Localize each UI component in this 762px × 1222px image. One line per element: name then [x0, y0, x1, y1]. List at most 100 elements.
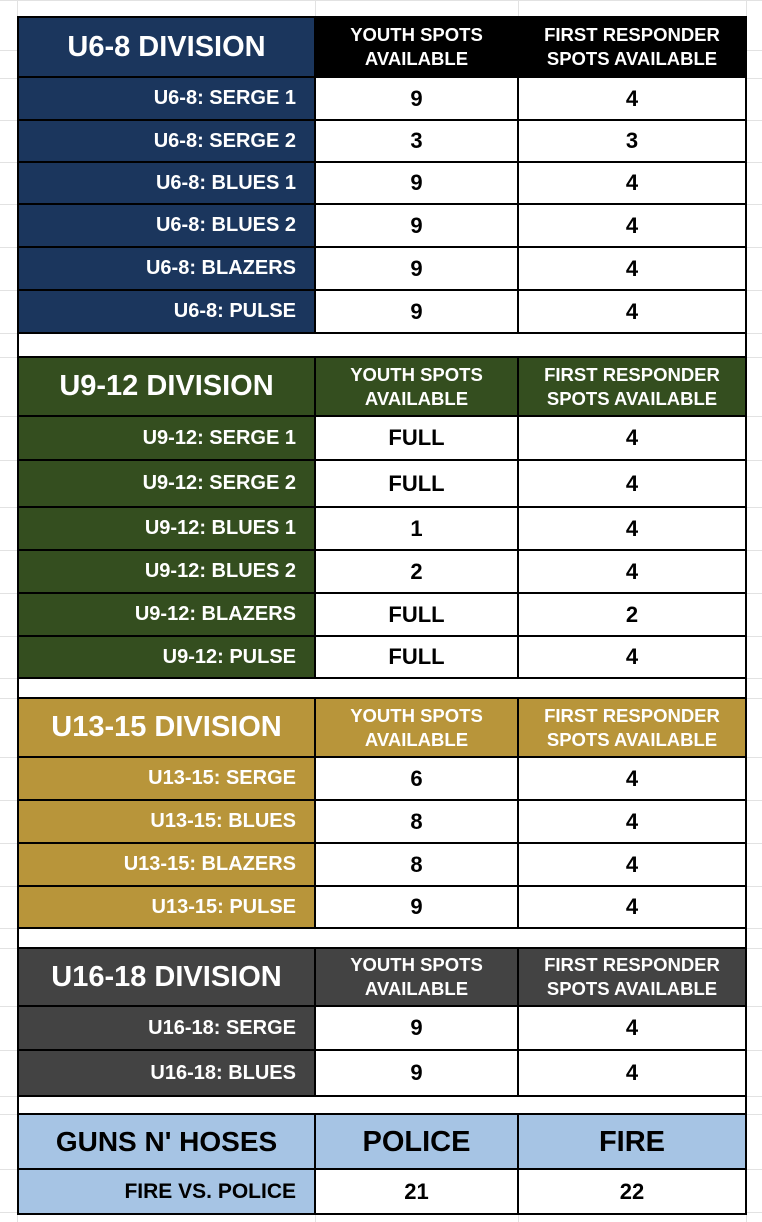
youth-spots-value: FULL: [316, 637, 519, 677]
first-responder-spots-header: FIRST RESPONDER SPOTS AVAILABLE: [519, 358, 745, 415]
police-header: POLICE: [316, 1115, 519, 1168]
team-name: U6-8: BLAZERS: [19, 248, 316, 289]
youth-spots-value: 2: [316, 551, 519, 592]
guns-n-hoses-title: GUNS N' HOSES: [19, 1115, 316, 1168]
table-row: U9-12: BLAZERS FULL 2: [19, 594, 745, 637]
youth-spots-value: 9: [316, 291, 519, 332]
section-spacer: [19, 1097, 745, 1115]
first-responder-spots-header: FIRST RESPONDER SPOTS AVAILABLE: [519, 699, 745, 756]
youth-spots-value: 9: [316, 78, 519, 119]
table-row: U6-8: PULSE 9 4: [19, 291, 745, 334]
team-name: U6-8: PULSE: [19, 291, 316, 332]
first-responder-spots-value: 4: [625, 515, 639, 541]
table-row: FIRE VS. POLICE 21 22: [19, 1170, 745, 1213]
first-responder-spots-value: 4: [625, 765, 639, 791]
first-responder-spots-value: 4: [625, 212, 639, 238]
first-responder-spots-value: 4: [625, 255, 639, 281]
division-header-u16-18-division: U16-18 DIVISION YOUTH SPOTS AVAILABLE FIRS…: [19, 949, 745, 1007]
table-row: U13-15: BLUES 8 4: [19, 801, 745, 844]
table-row: U9-12: SERGE 2 FULL 4: [19, 461, 745, 508]
division-title: U9-12 DIVISION: [19, 358, 316, 415]
team-name: U13-15: SERGE: [19, 758, 316, 799]
youth-spots-value: FULL: [316, 417, 519, 459]
section-spacer: [19, 679, 745, 699]
first-responder-spots-value: 4: [625, 558, 639, 584]
youth-spots-value: 8: [316, 844, 519, 885]
team-name: U16-18: BLUES: [19, 1051, 316, 1095]
police-value: 21: [316, 1170, 519, 1213]
table-row: U16-18: SERGE 9 4: [19, 1007, 745, 1051]
first-responder-spots-value: 4: [625, 85, 639, 111]
table-row: U9-12: PULSE FULL 4: [19, 637, 745, 679]
first-responder-spots-value: 4: [625, 894, 639, 919]
youth-spots-value: 1: [316, 508, 519, 549]
first-responder-spots-value: 4: [625, 425, 639, 450]
table-row: U16-18: BLUES 9 4: [19, 1051, 745, 1097]
team-name: U6-8: BLUES 1: [19, 163, 316, 203]
first-responder-spots-value: 4: [625, 1015, 639, 1040]
youth-spots-value: 3: [316, 121, 519, 161]
gridline: [0, 0, 762, 1]
division-title: U6-8 DIVISION: [19, 18, 316, 76]
section-spacer: [19, 334, 745, 358]
division-header-u6-8-division: U6-8 DIVISION YOUTH SPOTS AVAILABLE FIRST …: [19, 18, 745, 78]
table-row: U6-8: BLAZERS 9 4: [19, 248, 745, 291]
matchup-label: FIRE VS. POLICE: [19, 1170, 316, 1213]
youth-spots-header: YOUTH SPOTS AVAILABLE: [316, 949, 519, 1005]
youth-spots-value: 9: [316, 1051, 519, 1095]
table-row: U9-12: SERGE 1 FULL 4: [19, 417, 745, 461]
team-name: U9-12: BLAZERS: [19, 594, 316, 635]
youth-spots-value: FULL: [316, 461, 519, 506]
youth-spots-header: YOUTH SPOTS AVAILABLE: [316, 18, 519, 76]
team-name: U13-15: BLAZERS: [19, 844, 316, 885]
guns-n-hoses-header: GUNS N' HOSES POLICE FIRE: [19, 1115, 745, 1170]
fire-value: 22: [619, 1178, 645, 1204]
youth-spots-value: FULL: [316, 594, 519, 635]
youth-spots-header: YOUTH SPOTS AVAILABLE: [316, 358, 519, 415]
team-name: U9-12: SERGE 1: [19, 417, 316, 459]
youth-spots-header: YOUTH SPOTS AVAILABLE: [316, 699, 519, 756]
first-responder-spots-value: 4: [625, 298, 639, 324]
youth-spots-value: 9: [316, 887, 519, 927]
division-header-u13-15-division: U13-15 DIVISION YOUTH SPOTS AVAILABLE FIRS…: [19, 699, 745, 758]
youth-spots-value: 9: [316, 205, 519, 246]
table-row: U13-15: BLAZERS 8 4: [19, 844, 745, 887]
team-name: U6-8: SERGE 1: [19, 78, 316, 119]
first-responder-spots-value: 4: [625, 808, 639, 834]
division-title: U16-18 DIVISION: [19, 949, 316, 1005]
first-responder-spots-value: 4: [625, 470, 639, 496]
first-responder-spots-value: 2: [625, 601, 639, 627]
youth-spots-value: 6: [316, 758, 519, 799]
youth-spots-value: 9: [316, 1007, 519, 1049]
first-responder-spots-value: 3: [625, 128, 639, 153]
youth-spots-value: 9: [316, 248, 519, 289]
first-responder-spots-value: 4: [625, 851, 639, 877]
team-name: U9-12: PULSE: [19, 637, 316, 677]
team-name: U16-18: SERGE: [19, 1007, 316, 1049]
team-name: U6-8: SERGE 2: [19, 121, 316, 161]
spots-table: U6-8 DIVISION YOUTH SPOTS AVAILABLE FIRST …: [17, 16, 747, 1215]
team-name: U13-15: PULSE: [19, 887, 316, 927]
first-responder-spots-header: FIRST RESPONDER SPOTS AVAILABLE: [519, 18, 745, 76]
first-responder-spots-value: 4: [625, 170, 639, 195]
team-name: U9-12: BLUES 1: [19, 508, 316, 549]
team-name: U6-8: BLUES 2: [19, 205, 316, 246]
youth-spots-value: 9: [316, 163, 519, 203]
fire-header: FIRE: [519, 1115, 745, 1168]
division-title: U13-15 DIVISION: [19, 699, 316, 756]
division-header-u9-12-division: U9-12 DIVISION YOUTH SPOTS AVAILABLE FIRST…: [19, 358, 745, 417]
first-responder-spots-value: 4: [625, 1060, 639, 1085]
first-responder-spots-header: FIRST RESPONDER SPOTS AVAILABLE: [519, 949, 745, 1005]
section-spacer: [19, 929, 745, 949]
first-responder-spots-value: 4: [625, 644, 639, 669]
table-row: U13-15: SERGE 6 4: [19, 758, 745, 801]
table-row: U13-15: PULSE 9 4: [19, 887, 745, 929]
youth-spots-value: 8: [316, 801, 519, 842]
team-name: U9-12: BLUES 2: [19, 551, 316, 592]
team-name: U9-12: SERGE 2: [19, 461, 316, 506]
